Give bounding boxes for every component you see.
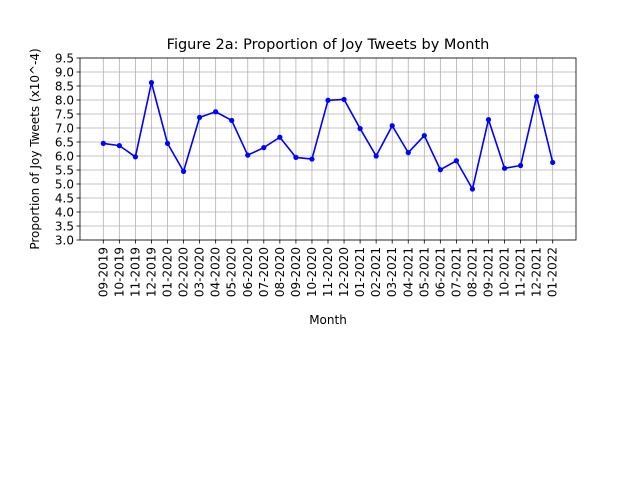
data-point — [469, 186, 476, 192]
data-point — [501, 165, 508, 171]
x-axis-label: Month — [309, 313, 347, 327]
x-tick-label: 11-2020 — [321, 247, 335, 297]
data-point — [405, 150, 411, 156]
x-tick-label: 06-2021 — [433, 247, 447, 297]
x-tick-label: 10-2019 — [112, 247, 126, 297]
data-point — [213, 109, 219, 115]
data-point — [116, 143, 122, 149]
x-tick-label: 02-2021 — [369, 247, 383, 297]
data-point — [485, 117, 492, 123]
data-point — [164, 140, 171, 146]
data-point — [325, 97, 331, 103]
x-tick-label: 12-2019 — [144, 247, 158, 297]
plot-frame — [79, 57, 577, 241]
data-point — [341, 96, 347, 103]
x-tick-label: 12-2021 — [530, 247, 544, 297]
y-tick-label: 5.5 — [55, 163, 74, 177]
y-tick-label: 9.0 — [55, 65, 74, 79]
y-tick-label: 4.5 — [55, 191, 74, 205]
y-tick-label: 8.0 — [55, 93, 74, 107]
x-tick-label: 01-2022 — [546, 247, 560, 297]
x-tick-label: 08-2020 — [273, 247, 287, 297]
data-point — [132, 154, 138, 160]
data-point — [437, 167, 443, 173]
y-axis-label: Proportion of Joy Tweets (x10^-4) — [28, 48, 42, 249]
y-tick-label: 3.5 — [55, 219, 74, 233]
data-point — [534, 94, 540, 100]
data-point — [148, 80, 155, 86]
x-tick-label: 08-2021 — [465, 247, 479, 297]
x-tick-label: 07-2020 — [257, 247, 271, 297]
y-tick-label: 3.0 — [55, 233, 74, 247]
data-point — [357, 125, 363, 132]
data-point — [453, 158, 459, 164]
axis-ticks: 09-2019 10-2019 11-2019 12-2019 01-2020 02-20… — [55, 51, 560, 297]
x-tick-label: 01-2020 — [161, 247, 175, 297]
data-point — [197, 114, 203, 120]
data-point — [261, 145, 267, 151]
x-tick-label: 05-2020 — [225, 247, 239, 297]
data-point — [550, 159, 556, 166]
data-point — [389, 123, 395, 129]
data-point — [421, 132, 427, 139]
data-point — [245, 152, 251, 158]
x-tick-label: 03-2020 — [193, 247, 207, 297]
data-point — [518, 162, 524, 169]
y-tick-label: 7.5 — [55, 107, 74, 121]
x-tick-label: 01-2021 — [353, 247, 367, 297]
x-tick-label: 12-2020 — [337, 247, 351, 297]
data-point — [309, 156, 315, 162]
x-tick-label: 10-2020 — [305, 247, 319, 297]
series-line — [100, 80, 556, 192]
data-point — [229, 117, 235, 124]
x-tick-label: 09-2021 — [482, 247, 496, 297]
x-tick-label: 11-2019 — [128, 247, 142, 297]
grid-lines — [80, 57, 576, 241]
y-tick-label: 9.5 — [55, 51, 74, 65]
y-tick-label: 6.0 — [55, 149, 74, 163]
x-tick-label: 02-2020 — [177, 247, 191, 297]
y-tick-label: 4.0 — [55, 205, 74, 219]
x-tick-label: 11-2021 — [514, 247, 528, 297]
x-tick-label: 03-2021 — [385, 247, 399, 297]
data-point — [180, 168, 187, 174]
x-tick-label: 09-2020 — [289, 247, 303, 297]
x-tick-label: 07-2021 — [449, 247, 463, 297]
data-point — [293, 154, 299, 160]
data-point — [100, 140, 106, 146]
y-tick-label: 5.0 — [55, 177, 74, 191]
y-tick-label: 7.0 — [55, 121, 74, 135]
x-tick-label: 10-2021 — [498, 247, 512, 297]
y-tick-label: 8.5 — [55, 79, 74, 93]
x-tick-label: 06-2020 — [241, 247, 255, 297]
x-tick-label: 09-2019 — [96, 247, 110, 297]
data-point — [373, 153, 379, 159]
data-point — [277, 134, 283, 140]
x-tick-label: 04-2020 — [209, 247, 223, 297]
chart-title: Figure 2a: Proportion of Joy Tweets by M… — [167, 37, 490, 53]
y-tick-label: 6.5 — [55, 135, 74, 149]
x-tick-label: 04-2021 — [401, 247, 415, 297]
x-tick-label: 05-2021 — [417, 247, 431, 297]
